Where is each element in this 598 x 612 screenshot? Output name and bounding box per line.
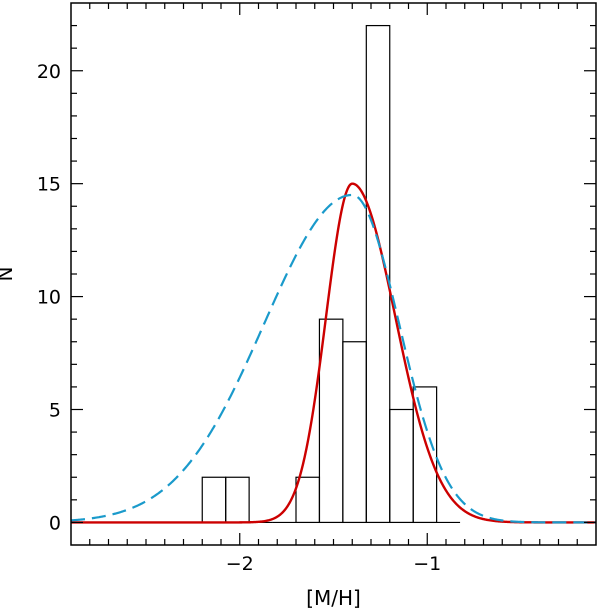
histogram-bar: [295, 476, 321, 524]
tick-labels: −2 −1 0 5 10 15 20: [37, 61, 441, 575]
x-tick-label: −1: [413, 553, 441, 575]
histogram-bar: [389, 408, 414, 524]
y-tick-label: 20: [37, 61, 61, 83]
y-axis-label: N: [0, 267, 17, 282]
dashed-fit-curve: [71, 193, 596, 524]
x-axis-label: [M/H]: [306, 586, 361, 610]
y-tick-label: 0: [49, 512, 61, 534]
plot-content: [71, 24, 596, 524]
histogram-bar: [342, 341, 367, 524]
histogram-bar: [365, 24, 391, 524]
y-tick-label: 15: [37, 174, 61, 196]
axis-ticks: [71, 3, 596, 545]
y-tick-label: 10: [37, 287, 61, 309]
y-tick-label: 5: [49, 400, 61, 422]
histogram-bar: [412, 386, 438, 524]
histogram-bar: [201, 476, 227, 524]
histogram-bar: [225, 476, 250, 524]
plot-frame: [70, 2, 597, 546]
x-tick-label: −2: [226, 553, 254, 575]
solid-fit-curve: [71, 182, 596, 524]
